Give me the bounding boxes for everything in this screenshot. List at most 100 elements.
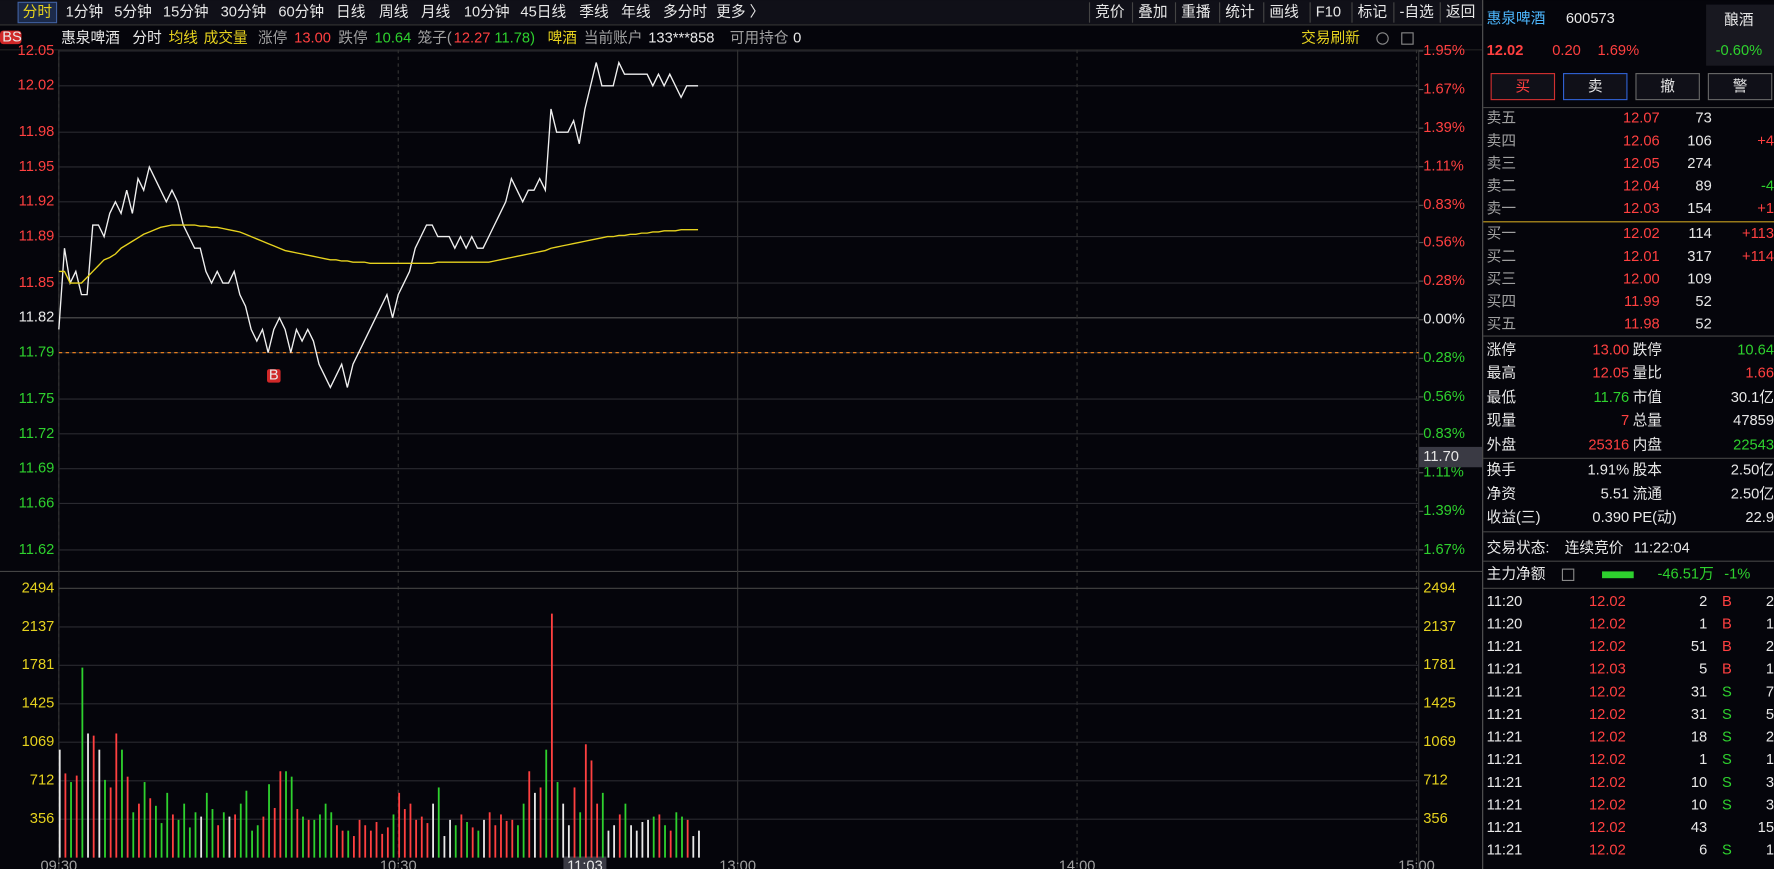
tool-button[interactable]: 画线 xyxy=(1269,3,1299,20)
info-item: 跌停 xyxy=(338,29,367,46)
trade-count: 1 xyxy=(1766,616,1774,632)
trade-price: 12.02 xyxy=(1589,797,1626,813)
period-tab[interactable]: 周线 xyxy=(379,3,409,20)
volume-bar xyxy=(556,782,559,858)
trade-button[interactable]: 买 xyxy=(1515,78,1530,95)
period-tab[interactable]: 30分钟 xyxy=(221,3,267,20)
stat-value: 10.64 xyxy=(1737,343,1774,359)
volume-bar xyxy=(104,779,106,858)
trade-price: 12.02 xyxy=(1589,639,1626,655)
flow-icon[interactable] xyxy=(1561,568,1575,582)
y-tick-label: 11.82 xyxy=(19,310,55,326)
period-tab[interactable]: 10分钟 xyxy=(464,3,510,20)
trade-price: 12.02 xyxy=(1589,843,1626,859)
icon-btn[interactable] xyxy=(1376,32,1389,45)
volume-bar xyxy=(454,825,457,858)
period-tab[interactable]: 季线 xyxy=(579,3,609,20)
trade-count: 1 xyxy=(1766,752,1774,768)
volume-bar xyxy=(268,784,270,858)
trade-button-box[interactable] xyxy=(1490,73,1556,101)
period-tab[interactable]: 日线 xyxy=(336,3,366,20)
period-tab[interactable]: 60分钟 xyxy=(278,3,324,20)
volume-bar xyxy=(121,749,123,858)
x-tick-label: 15:00 xyxy=(1398,859,1435,869)
info-item: 0 xyxy=(793,30,801,46)
volume-bar xyxy=(115,733,118,858)
toolbar-bg xyxy=(0,0,1483,25)
volume-bar xyxy=(81,667,84,858)
trade-button[interactable]: 撤 xyxy=(1660,78,1675,95)
period-tab[interactable]: 1分钟 xyxy=(66,3,104,20)
y-tick-label: 11.95 xyxy=(19,159,55,175)
book-volume: 274 xyxy=(1687,156,1712,172)
tool-button[interactable]: 统计 xyxy=(1225,3,1255,20)
volume-bar xyxy=(573,787,576,858)
volume-bar xyxy=(669,830,672,858)
status-time: 11:22:04 xyxy=(1634,541,1690,557)
book-volume: 73 xyxy=(1695,111,1711,127)
icon-btn[interactable] xyxy=(1401,32,1414,45)
volume-bar xyxy=(352,836,355,858)
trade-side: S xyxy=(1722,752,1732,768)
y2-tick-label: 0.56% xyxy=(1423,234,1465,250)
stock-name: 惠泉啤酒 xyxy=(1487,10,1546,27)
period-tab[interactable]: 多分时 xyxy=(663,3,707,20)
tool-button[interactable]: 标记 xyxy=(1358,3,1388,20)
volume-bar xyxy=(177,819,180,858)
trade-count: 2 xyxy=(1766,730,1774,746)
tool-button[interactable]: 重播 xyxy=(1181,3,1211,20)
volume-bar xyxy=(681,816,683,858)
trade-volume: 1 xyxy=(1699,616,1707,632)
volume-bar xyxy=(460,814,463,858)
period-tab[interactable]: 15分钟 xyxy=(163,3,209,20)
trade-time: 11:21 xyxy=(1487,775,1523,791)
trade-side: S xyxy=(1722,707,1732,723)
trade-button-box[interactable] xyxy=(1562,73,1628,101)
trade-price: 12.02 xyxy=(1589,616,1626,632)
trade-side: S xyxy=(1722,843,1732,859)
stat-label: 股本 xyxy=(1633,462,1663,479)
volume-bar xyxy=(426,823,429,858)
period-tab[interactable]: 45日线 xyxy=(520,3,566,20)
trade-time: 11:21 xyxy=(1487,730,1523,746)
info-item: 均线 xyxy=(169,29,199,46)
book-label: 卖五 xyxy=(1487,110,1516,127)
book-volume: 89 xyxy=(1695,179,1711,195)
volume-bar xyxy=(590,760,593,858)
tool-button[interactable]: 竞价 xyxy=(1095,2,1125,20)
trade-time: 11:21 xyxy=(1487,707,1523,723)
volume-bar xyxy=(154,805,157,858)
refresh-button[interactable]: 交易刷新 xyxy=(1301,28,1360,46)
trade-button[interactable]: 警 xyxy=(1733,78,1748,95)
volume-bar xyxy=(70,782,72,858)
stat-label: 净资 xyxy=(1487,485,1516,502)
book-price: 12.00 xyxy=(1623,271,1660,287)
period-tab[interactable]: 更多 〉 xyxy=(716,3,764,20)
trade-button-box[interactable] xyxy=(1707,73,1773,101)
period-tab[interactable]: 年线 xyxy=(621,3,651,20)
period-tab[interactable]: 分时 xyxy=(23,3,53,20)
trade-button-box[interactable] xyxy=(1635,73,1700,101)
stat-label: 换手 xyxy=(1487,462,1516,479)
volume-bar xyxy=(618,814,621,858)
tool-button[interactable]: -自选 xyxy=(1400,3,1435,20)
volume-bar xyxy=(483,819,485,858)
volume-bar xyxy=(420,816,423,858)
stat-value: 22.9 xyxy=(1745,510,1774,526)
tool-button[interactable]: 叠加 xyxy=(1138,3,1167,20)
tool-button[interactable]: F10 xyxy=(1316,4,1341,20)
trade-side: B xyxy=(1722,662,1732,678)
volume-bar xyxy=(686,819,689,858)
period-tab[interactable]: 5分钟 xyxy=(114,3,152,20)
volume-bar xyxy=(285,771,287,858)
trade-time: 11:21 xyxy=(1487,820,1523,836)
volume-tick-label: 712 xyxy=(30,773,55,789)
trade-side: S xyxy=(1722,684,1732,700)
tool-button[interactable]: 返回 xyxy=(1446,3,1475,20)
period-tab[interactable]: 月线 xyxy=(421,3,451,20)
stat-value: 11.76 xyxy=(1594,390,1630,406)
trade-button[interactable]: 卖 xyxy=(1588,78,1603,95)
y2-tick-label: 1.95% xyxy=(1423,43,1465,59)
trade-price: 12.02 xyxy=(1589,594,1626,610)
stat-value: 22543 xyxy=(1733,438,1774,454)
